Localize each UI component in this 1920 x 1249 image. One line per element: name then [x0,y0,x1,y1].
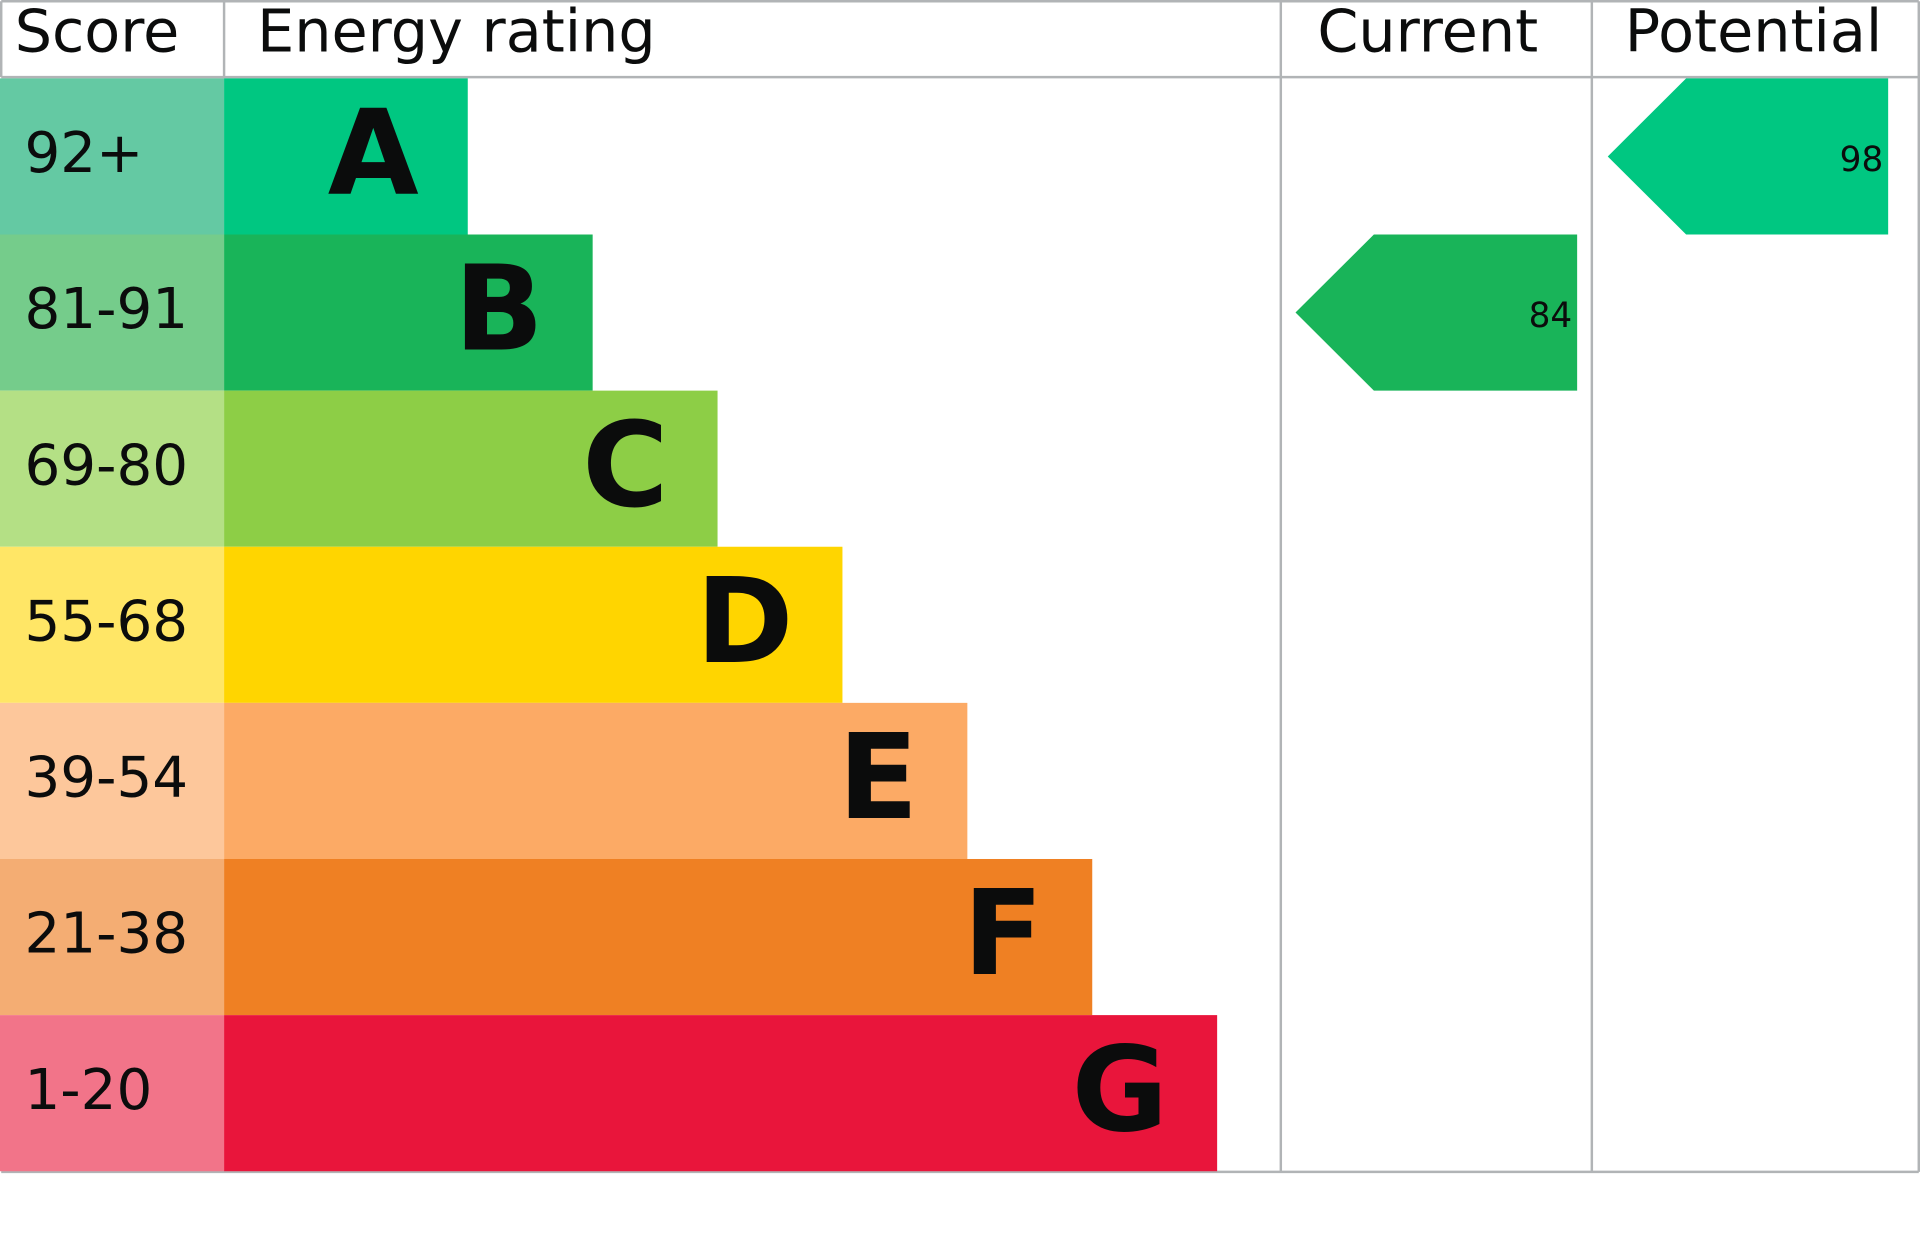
score-cell [0,390,225,547]
rating-value: 84 [1529,296,1573,336]
score-label: 69-80 [24,433,188,498]
rating-bar [224,1015,1218,1172]
score-label: 55-68 [24,589,188,654]
rating-bar [224,546,843,703]
rating-arrow [1295,234,1578,391]
rating-value: 98 [1840,140,1884,180]
header-rating: Energy rating [257,0,656,66]
score-label: 39-54 [24,746,188,811]
rating-letter: B [454,241,544,378]
score-label: 21-38 [24,902,188,967]
score-label: 81-91 [24,277,188,342]
rating-letter: G [1072,1021,1168,1158]
rating-bar [224,78,468,235]
score-cell [0,546,225,703]
score-label: 92+ [24,121,143,186]
rating-letter: D [696,553,794,690]
rating-letter: C [582,397,668,534]
rating-letter: F [963,865,1043,1002]
score-cell [0,78,225,235]
score-cell [0,702,225,859]
score-cell [0,858,225,1016]
rating-letter: E [838,709,918,846]
rating-bar [224,390,718,547]
score-cell [0,234,225,391]
score-label: 1-20 [24,1058,152,1123]
rating-bar [224,858,1093,1016]
header-current: Current [1317,0,1538,66]
rating-arrow [1607,78,1889,235]
rating-letter: A [328,85,419,222]
score-cell [0,1015,225,1172]
header-score: Score [15,0,180,66]
header-potential: Potential [1625,0,1882,66]
rating-bar [224,234,593,391]
rating-bar [224,702,968,859]
